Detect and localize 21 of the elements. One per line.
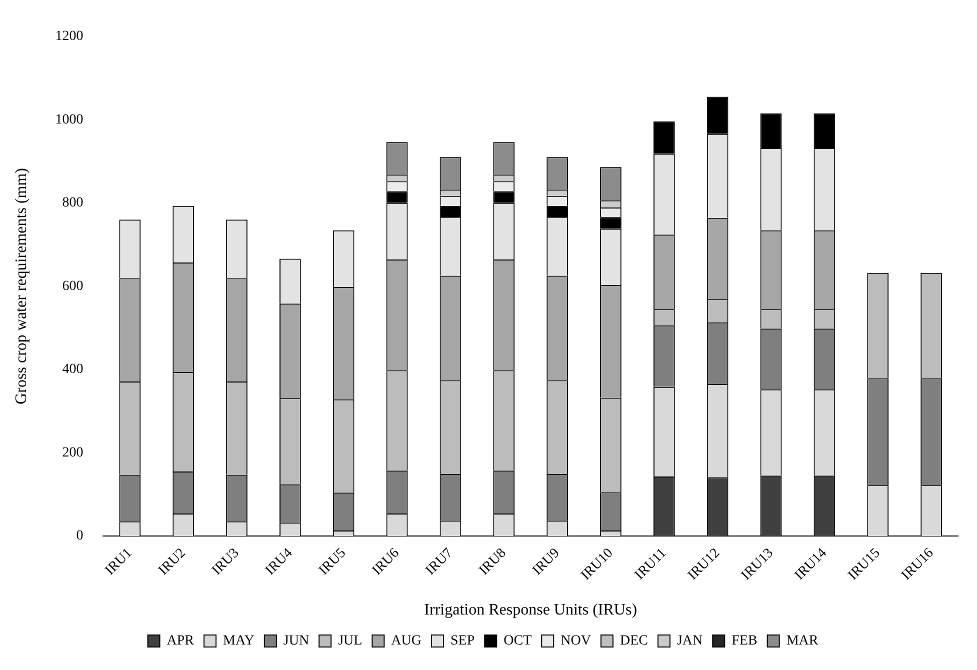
legend-label: DEC (620, 634, 648, 649)
y-tick-label: 400 (62, 362, 84, 378)
legend-label: APR (166, 634, 195, 649)
y-tick-label: 600 (62, 278, 84, 294)
y-axis-title: Gross crop water requirements (mm) (12, 168, 30, 404)
y-tick-label: 0 (76, 528, 84, 544)
legend-label: MAR (786, 634, 819, 649)
y-tick-label: 1000 (55, 112, 84, 128)
y-tick-label: 800 (62, 196, 84, 211)
legend-label: AUG (391, 634, 422, 649)
legend-label: JUN (283, 634, 310, 649)
legend-label: JUL (338, 634, 362, 649)
legend-label: SEP (450, 634, 475, 649)
legend-label: JAN (676, 634, 703, 649)
y-tick-label: 200 (62, 445, 84, 460)
x-axis-title: Irrigation Response Units (IRUs) (424, 602, 638, 619)
legend-label: MAY (223, 634, 254, 649)
legend-label: NOV (560, 634, 591, 649)
y-tick-label: 1200 (55, 29, 84, 44)
legend-label: FEB (732, 634, 758, 649)
legend-label: OCT (504, 634, 532, 649)
